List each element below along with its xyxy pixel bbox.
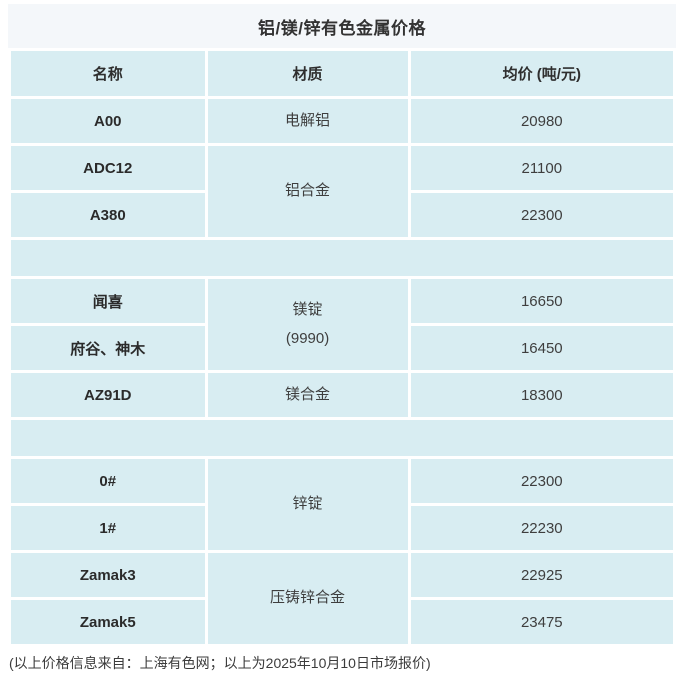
- column-header-price: 均价 (吨/元): [410, 51, 673, 96]
- spacer-cell: [11, 240, 673, 276]
- table-row: A380 22300: [11, 193, 673, 237]
- name-cell: Zamak5: [11, 600, 205, 644]
- price-cell: 22230: [410, 506, 673, 550]
- table-row: 闻喜 镁锭 (9990) 16650: [11, 279, 673, 370]
- column-header-name: 名称: [11, 51, 205, 96]
- material-cell: 镁合金: [207, 373, 408, 417]
- table-row: 0# 锌锭 22300: [11, 459, 673, 550]
- price-cell: 16450: [410, 326, 673, 370]
- material-cell: 压铸锌合金: [207, 553, 408, 644]
- name-cell: Zamak3: [11, 553, 205, 597]
- name-cell: AZ91D: [11, 373, 205, 417]
- section-spacer-row: [11, 420, 673, 456]
- section-spacer-row: [11, 240, 673, 276]
- table-row: ADC12 铝合金 21100: [11, 146, 673, 237]
- price-cell: 21100: [410, 146, 673, 190]
- price-table: 名称 材质 均价 (吨/元) A00 电解铝 20980 ADC12 铝合金 2…: [8, 48, 676, 647]
- name-cell: A00: [11, 99, 205, 143]
- price-cell: 22300: [410, 459, 673, 503]
- material-cell: 电解铝: [207, 99, 408, 143]
- table-title-bar: 铝/镁/锌有色金属价格: [8, 4, 676, 48]
- price-cell: 18300: [410, 373, 673, 417]
- name-cell: 1#: [11, 506, 205, 550]
- source-note: (以上价格信息来自：上海有色网；以上为2025年10月10日市场报价): [9, 655, 431, 671]
- material-cell: 锌锭: [207, 459, 408, 550]
- table-row: Zamak5 23475: [11, 600, 673, 644]
- name-cell: 闻喜: [11, 279, 205, 323]
- material-cell: 镁锭 (9990): [207, 279, 408, 370]
- spacer-cell: [11, 420, 673, 456]
- column-header-material: 材质: [207, 51, 408, 96]
- price-cell: 22925: [410, 553, 673, 597]
- name-cell: ADC12: [11, 146, 205, 190]
- table-row: A00 电解铝 20980: [11, 99, 673, 143]
- page-title: 铝/镁/锌有色金属价格: [258, 18, 426, 38]
- name-cell: A380: [11, 193, 205, 237]
- table-row: Zamak3 压铸锌合金 22925: [11, 553, 673, 644]
- name-cell: 0#: [11, 459, 205, 503]
- table-row: AZ91D 镁合金 18300: [11, 373, 673, 417]
- table-row: 府谷、神木 16450: [11, 326, 673, 370]
- price-cell: 16650: [410, 279, 673, 323]
- table-row: 1# 22230: [11, 506, 673, 550]
- price-cell: 22300: [410, 193, 673, 237]
- header-row: 名称 材质 均价 (吨/元): [11, 51, 673, 96]
- name-cell: 府谷、神木: [11, 326, 205, 370]
- price-cell: 20980: [410, 99, 673, 143]
- price-cell: 23475: [410, 600, 673, 644]
- material-cell: 铝合金: [207, 146, 408, 237]
